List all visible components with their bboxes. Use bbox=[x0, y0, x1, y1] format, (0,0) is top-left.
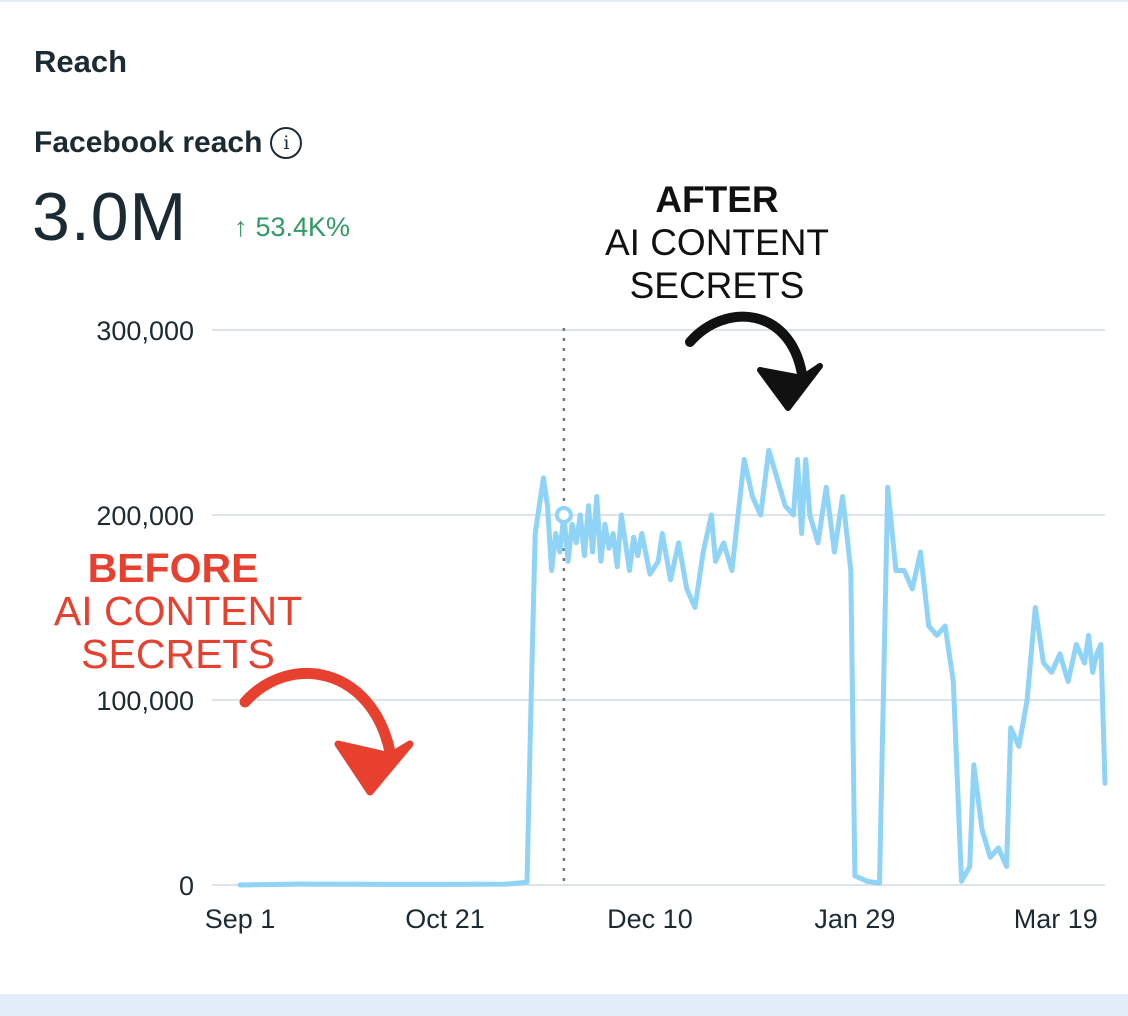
x-tick-label: Sep 1 bbox=[205, 904, 276, 934]
y-tick-label: 300,000 bbox=[96, 316, 194, 346]
after-line2: SECRETS bbox=[630, 265, 805, 306]
before-line2: SECRETS bbox=[81, 631, 275, 677]
before-annotation: BEFORE AI CONTENT SECRETS bbox=[54, 545, 414, 796]
after-annotation: AFTER AI CONTENT SECRETS bbox=[605, 179, 829, 411]
before-line1: AI CONTENT bbox=[54, 588, 302, 634]
x-tick-label: Mar 19 bbox=[1014, 904, 1098, 934]
before-curved-arrow bbox=[239, 667, 396, 758]
metric-value: 3.0M bbox=[32, 179, 188, 255]
before-arrowhead bbox=[334, 740, 414, 796]
x-axis: Sep 1 Oct 21 Dec 10 Jan 29 Mar 19 bbox=[205, 904, 1098, 934]
after-curved-arrow bbox=[685, 311, 807, 379]
y-axis: 0 100,000 200,000 300,000 bbox=[96, 316, 194, 901]
y-tick-label: 100,000 bbox=[96, 686, 194, 716]
info-icon[interactable]: i bbox=[270, 127, 303, 159]
after-line1: AI CONTENT bbox=[605, 222, 829, 263]
y-tick-label: 0 bbox=[179, 871, 194, 901]
series-line bbox=[237, 447, 1108, 888]
metric-label: Facebook reach bbox=[34, 126, 263, 159]
after-title: AFTER bbox=[655, 179, 778, 220]
after-arrowhead bbox=[757, 363, 823, 411]
arrow-up-icon: ↑ bbox=[234, 212, 248, 242]
bottom-band bbox=[0, 994, 1128, 1016]
section-title: Reach bbox=[34, 44, 128, 79]
series-group bbox=[237, 447, 1108, 888]
x-tick-label: Oct 21 bbox=[405, 904, 485, 934]
y-tick-label: 200,000 bbox=[96, 501, 194, 531]
x-tick-label: Jan 29 bbox=[814, 904, 895, 934]
before-title: BEFORE bbox=[88, 545, 259, 591]
metric-label-row: Facebook reach i bbox=[34, 126, 303, 160]
data-point[interactable] bbox=[554, 506, 573, 524]
x-tick-label: Dec 10 bbox=[607, 904, 693, 934]
metric-change: ↑ 53.4K% bbox=[234, 212, 350, 243]
metric-change-value: 53.4K% bbox=[255, 212, 351, 242]
reach-line-chart: 0 100,000 200,000 300,000 Sep 1 Oct 21 Dec 10… bbox=[54, 179, 1108, 934]
